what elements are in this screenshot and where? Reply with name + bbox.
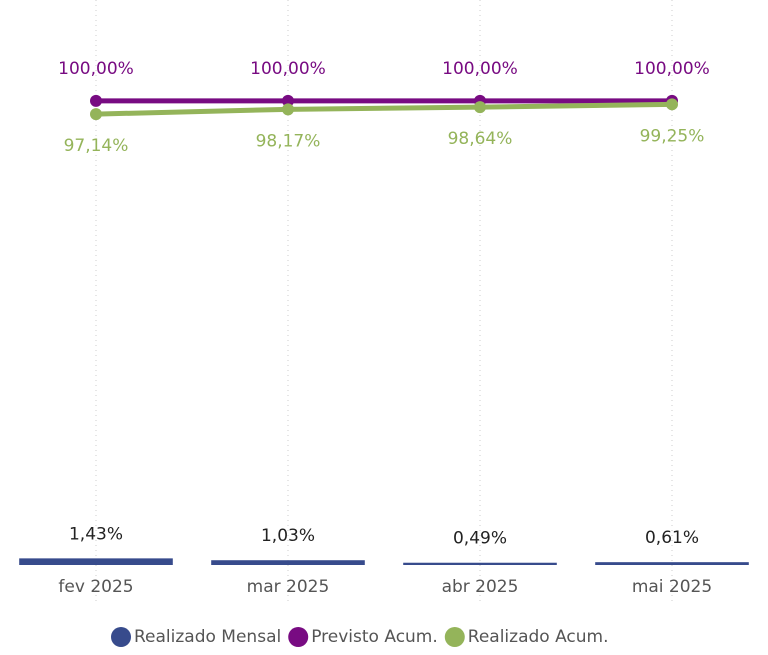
x-tick-label: abr 2025	[442, 577, 519, 597]
x-tick-label: mai 2025	[632, 577, 712, 597]
x-tick-label: fev 2025	[58, 577, 133, 597]
data-label: 97,14%	[64, 136, 129, 156]
data-label: 0,49%	[453, 529, 507, 549]
legend-label: Realizado Mensal	[134, 627, 281, 647]
legend-label: Previsto Acum.	[311, 627, 438, 647]
line	[95, 101, 673, 117]
data-label: 1,03%	[261, 526, 315, 546]
point	[474, 101, 486, 114]
point	[282, 94, 294, 107]
bar	[595, 562, 749, 565]
point	[282, 103, 294, 116]
legend-label: Realizado Acum.	[468, 627, 609, 647]
data-label: 100,00%	[250, 59, 326, 79]
point	[90, 94, 102, 107]
data-label: 98,17%	[256, 131, 321, 151]
bar	[211, 560, 365, 565]
bar	[403, 562, 557, 565]
data-label: 0,61%	[645, 528, 699, 548]
data-label: 98,64%	[448, 129, 513, 149]
legend-swatch	[111, 627, 131, 647]
bar	[19, 558, 173, 565]
point	[666, 98, 678, 111]
data-label: 100,00%	[634, 59, 710, 79]
data-label: 1,43%	[69, 524, 123, 544]
point	[90, 108, 102, 121]
legend-swatch	[444, 627, 465, 647]
data-label: 100,00%	[442, 59, 518, 79]
legend-swatch	[288, 627, 309, 647]
data-label: 100,00%	[58, 59, 134, 79]
data-label: 99,25%	[640, 126, 705, 146]
x-tick-label: mar 2025	[247, 577, 330, 597]
